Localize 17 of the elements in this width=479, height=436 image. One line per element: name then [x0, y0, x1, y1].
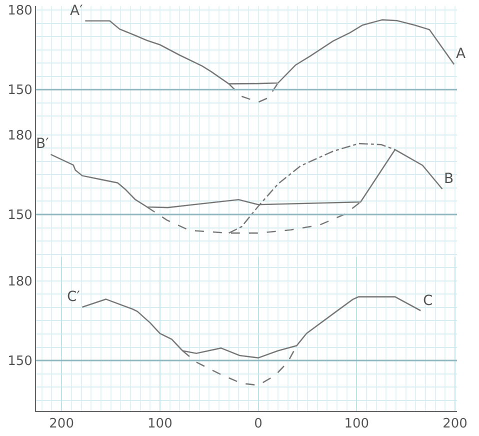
annotation: B′ — [36, 136, 49, 152]
x-tick-label: 200 — [442, 416, 468, 432]
annotation: C — [423, 293, 433, 309]
annotation: C′ — [67, 289, 80, 305]
y-tick-label: 150 — [8, 354, 32, 370]
annotation: A — [456, 46, 466, 62]
y-tick-label: 150 — [8, 208, 32, 224]
x-tick-label: 100 — [344, 416, 370, 432]
y-tick-label: 180 — [8, 274, 32, 290]
annotation: B — [444, 171, 454, 187]
y-tick-label: 180 — [8, 4, 32, 19]
y-tick-label: 150 — [8, 83, 32, 98]
annotation: A′ — [70, 3, 83, 19]
y-tick-label: 180 — [8, 128, 32, 144]
x-tick-label: 200 — [49, 416, 74, 432]
x-tick-label: 0 — [254, 416, 262, 432]
x-tick-label: 100 — [148, 416, 172, 432]
